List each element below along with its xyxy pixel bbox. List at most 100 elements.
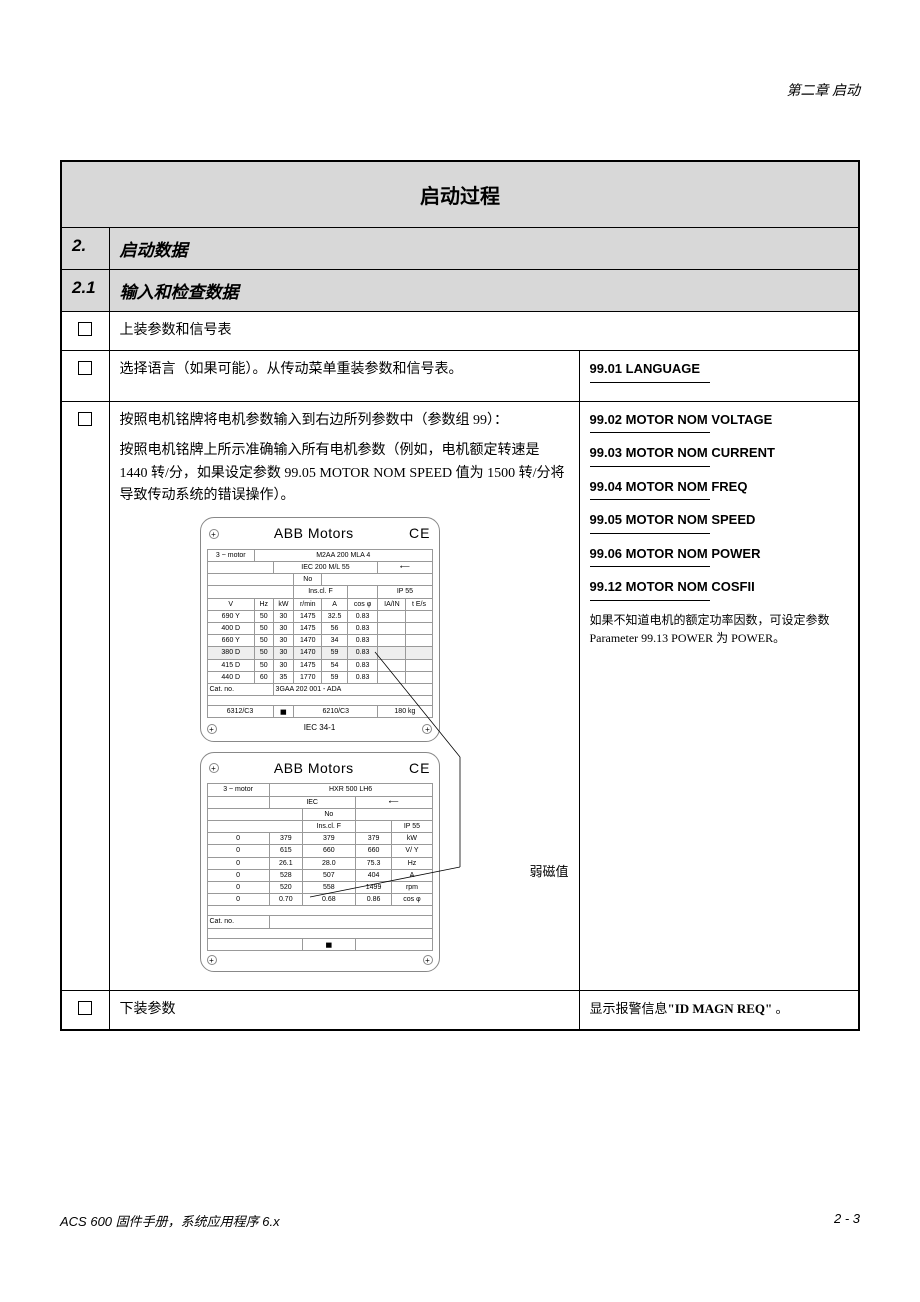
np-cell: kW [392, 833, 432, 845]
np-cell: 690 Y [207, 610, 255, 622]
callout-label: 弱磁值 [530, 862, 569, 883]
np-cell: 0.86 [355, 894, 392, 906]
np-cell [207, 562, 273, 574]
np-cell: 520 [269, 881, 302, 893]
np-cell [207, 796, 269, 808]
section-row-2-1: 2.1 输入和检查数据 [61, 270, 859, 312]
step-row: 下装参数 显示报警信息"ID MAGN REQ" 。 [61, 990, 859, 1030]
np-cell: 59 [322, 671, 347, 683]
np-cell: 30 [273, 647, 294, 659]
np-cell: 380 D [207, 647, 255, 659]
checkbox-icon [78, 1001, 92, 1015]
np-cell [322, 574, 432, 586]
np-cell: HXR 500 LH6 [269, 784, 432, 796]
np-data-row: 026.128.075.3Hz [207, 857, 432, 869]
np-cell: 1475 [294, 610, 322, 622]
np-header-cell: kW [273, 598, 294, 610]
np-cell: 0 [207, 833, 269, 845]
screw-icon: + [209, 529, 219, 539]
np-cell [207, 928, 432, 938]
param-underline [590, 532, 710, 534]
ce-mark: CE [409, 522, 430, 544]
np-cell [378, 622, 406, 634]
checkbox-cell [61, 351, 109, 402]
alarm-msg: 显示报警信息"ID MAGN REQ" 。 [590, 1001, 789, 1016]
np-data-row: 0528507404A [207, 869, 432, 881]
np-cell [378, 659, 406, 671]
np-cell: IP 55 [392, 821, 432, 833]
np-data-row: 05205581499rpm [207, 881, 432, 893]
param-label: 99.02 MOTOR NOM VOLTAGE [590, 410, 849, 430]
np-cell: 660 [355, 845, 392, 857]
np-cell: M2AA 200 MLA 4 [255, 549, 432, 561]
param-underline [590, 431, 710, 433]
np-cell [355, 938, 432, 950]
np-cell: IEC [269, 796, 355, 808]
np-cell: 60 [255, 671, 274, 683]
np-cell: 1475 [294, 659, 322, 671]
np-cell: 0 [207, 881, 269, 893]
param-label: 99.04 MOTOR NOM FREQ [590, 477, 849, 497]
np-data-row: 400 D50301475560.83 [207, 622, 432, 634]
np-cell: 180 kg [378, 706, 432, 718]
np-cell: 379 [355, 833, 392, 845]
title-row: 启动过程 [61, 161, 859, 228]
motor-nameplate-2: + ABB Motors CE 3 ~ motorHXR 500 LH6 IEC… [200, 752, 440, 972]
step-row: 按照电机铭牌将电机参数输入到右边所列参数中（参数组 99）： 按照电机铭牌上所示… [61, 401, 859, 990]
nameplate-brand: ABB Motors [274, 522, 354, 544]
np-cell: 6210/C3 [294, 706, 378, 718]
startup-table: 启动过程 2. 启动数据 2.1 输入和检查数据 上装参数和信号表 选择语言（如… [60, 160, 860, 1031]
np-cell: 440 D [207, 671, 255, 683]
np-cell: 404 [355, 869, 392, 881]
np-cell: 1499 [355, 881, 392, 893]
iec34-label: IEC 34-1 [304, 722, 336, 735]
np-cell: 0.68 [302, 894, 355, 906]
np-cell [378, 610, 406, 622]
np-cell [406, 635, 432, 647]
param-underline [590, 498, 710, 500]
motor-nameplate-1: + ABB Motors CE 3 ~ motorM2AA 200 MLA 4 … [200, 517, 440, 742]
screw-icon: + [423, 955, 433, 965]
np-cell: 50 [255, 659, 274, 671]
footer-right: 2 - 3 [834, 1211, 860, 1230]
param-underline [590, 599, 710, 601]
np-cell: 3GAA 202 001 - ADA [273, 683, 432, 695]
np-cell: 59 [322, 647, 347, 659]
np-cell: 660 [302, 845, 355, 857]
np-header-cell: Hz [255, 598, 274, 610]
step-row: 选择语言（如果可能）。从传动菜单重装参数和信号表。 99.01 LANGUAGE [61, 351, 859, 402]
np-cell: rpm [392, 881, 432, 893]
footer-left: ACS 600 固件手册，系统应用程序 6.x [60, 1211, 280, 1230]
np-cell: 32.5 [322, 610, 347, 622]
np-cell: 6312/C3 [207, 706, 273, 718]
param-label: 99.12 MOTOR NOM COSFII [590, 577, 849, 597]
np-cell: 30 [273, 635, 294, 647]
step-row: 上装参数和信号表 [61, 312, 859, 351]
section-num: 2. [61, 228, 109, 270]
np-cell: 400 D [207, 622, 255, 634]
np-cell: 30 [273, 659, 294, 671]
np-cell [355, 808, 432, 820]
np-cell: 558 [302, 881, 355, 893]
np-cell: 379 [269, 833, 302, 845]
np-cell: ▅ [273, 706, 294, 718]
np-cell: 0 [207, 845, 269, 857]
np-cell: 54 [322, 659, 347, 671]
np-cell: 0.83 [347, 647, 378, 659]
nameplate-table: 3 ~ motorHXR 500 LH6 IEC⟵ No Ins.cl. FIP… [207, 783, 433, 950]
np-cell: 30 [273, 622, 294, 634]
np-header-cell: IA/IN [378, 598, 406, 610]
np-cell: Cat. no. [207, 916, 269, 928]
step-desc: 上装参数和信号表 [109, 312, 859, 351]
np-cell [378, 635, 406, 647]
np-cell: 50 [255, 610, 274, 622]
np-cell: A [392, 869, 432, 881]
np-cell: IP 55 [378, 586, 432, 598]
param-label: 99.01 LANGUAGE [590, 359, 849, 379]
step-desc: 选择语言（如果可能）。从传动菜单重装参数和信号表。 [109, 351, 579, 402]
np-cell: 615 [269, 845, 302, 857]
table-title: 启动过程 [61, 161, 859, 228]
np-cell [406, 647, 432, 659]
np-cell [406, 659, 432, 671]
np-cell: 415 D [207, 659, 255, 671]
